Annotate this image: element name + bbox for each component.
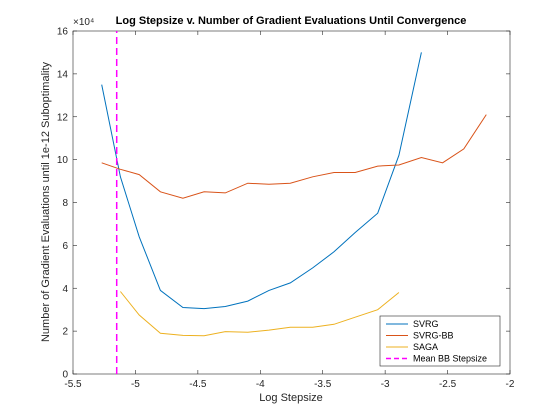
y-tick-label: 4 xyxy=(62,284,68,295)
y-exponent-label: ×10⁴ xyxy=(73,17,94,28)
legend-entry: Mean BB Stepsize xyxy=(413,354,487,364)
y-tick-label: 14 xyxy=(57,69,69,80)
y-tick-label: 16 xyxy=(57,27,69,38)
legend-entry: SVRG-BB xyxy=(413,331,454,341)
x-tick-label: -3 xyxy=(381,379,390,390)
x-tick-label: -4 xyxy=(256,379,265,390)
x-tick-label: -5.5 xyxy=(64,379,82,390)
series-layer xyxy=(101,31,487,374)
legend-entry: SVRG xyxy=(413,319,439,329)
x-tick-label: -3.5 xyxy=(314,379,332,390)
series-line-svrg-bb xyxy=(101,114,487,199)
legend-entry: SAGA xyxy=(413,342,438,352)
chart-title: Log Stepsize v. Number of Gradient Evalu… xyxy=(116,15,467,27)
series-line-saga xyxy=(120,291,400,337)
axis-layer: -5.5 -5 -4.5 -4 -3.5 -3 -2.5 -2 0 2 4 6 8 10 12 14 16 xyxy=(57,27,515,391)
x-tick-label: -5 xyxy=(131,379,140,390)
x-tick-label: -4.5 xyxy=(189,379,207,390)
y-tick-label: 0 xyxy=(62,370,68,381)
series-line-svrg xyxy=(101,52,422,310)
y-tick-label: 8 xyxy=(62,198,68,209)
y-tick-label: 10 xyxy=(57,155,69,166)
x-axis-label: Log Stepsize xyxy=(259,392,323,404)
y-tick-label: 12 xyxy=(57,112,69,123)
y-axis-label: Number of Gradient Evaluations until 1e-… xyxy=(40,61,52,342)
x-tick-label: -2 xyxy=(506,379,515,390)
y-tick-label: 6 xyxy=(62,241,68,252)
y-tick-label: 2 xyxy=(62,327,68,338)
x-tick-label: -2.5 xyxy=(439,379,457,390)
